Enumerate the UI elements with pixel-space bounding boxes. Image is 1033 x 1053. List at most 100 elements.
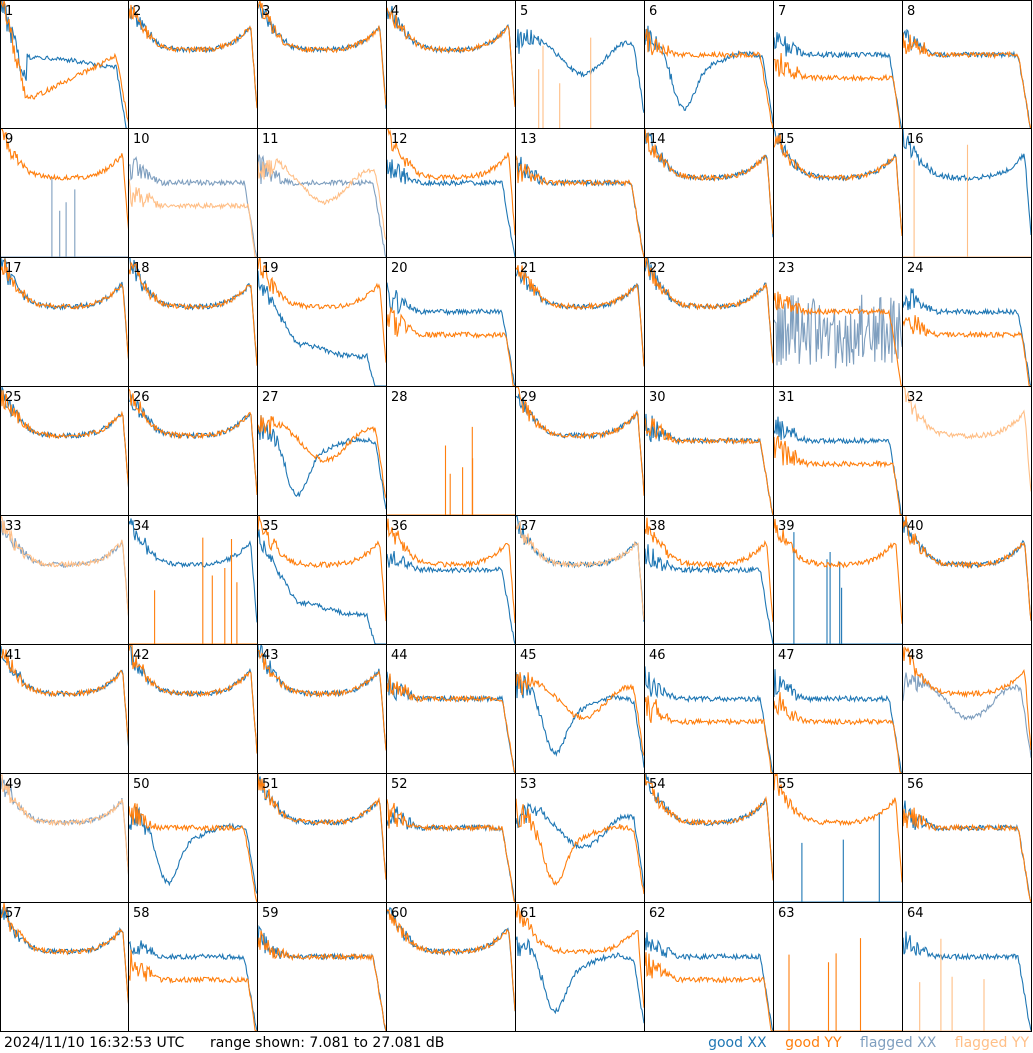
panel-plot: [387, 906, 515, 1012]
panel-plot: [774, 669, 902, 773]
panel-18: 18: [129, 258, 258, 387]
series-yy-flagged: [903, 938, 1031, 1031]
panel-plot: [774, 416, 902, 515]
panel-plot: [774, 938, 902, 1031]
panel-number: 45: [520, 648, 537, 663]
panel-3: 3: [258, 0, 387, 129]
footer: 2024/11/10 16:32:53 UTC range shown: 7.0…: [0, 1033, 1033, 1053]
series-yy-good: [1, 1, 128, 123]
panel-number: 30: [649, 390, 666, 405]
panel-55: 55: [774, 774, 903, 903]
series-xx-good: [645, 413, 773, 515]
panel-number: 38: [649, 519, 666, 534]
panel-number: 24: [907, 261, 924, 276]
series-xx-good: [258, 529, 386, 644]
series-xx-good: [387, 282, 515, 386]
panel-46: 46: [645, 645, 774, 774]
panel-plot: [645, 517, 773, 644]
panel-number: 43: [262, 648, 279, 663]
range-shown: range shown: 7.081 to 27.081 dB: [210, 1035, 445, 1051]
panel-16: 16: [903, 129, 1032, 258]
panel-32: 32: [903, 387, 1032, 516]
panel-plot: [258, 154, 386, 257]
panel-number: 42: [133, 648, 150, 663]
panel-59: 59: [258, 903, 387, 1032]
series-xx-good: [903, 288, 1031, 386]
panel-number: 9: [5, 132, 14, 147]
series-xx-good: [903, 800, 1031, 902]
panel-21: 21: [516, 258, 645, 387]
panel-50: 50: [129, 774, 258, 903]
series-yy-good: [903, 645, 1031, 750]
panel-37: 37: [516, 516, 645, 645]
panel-number: 18: [133, 261, 150, 276]
timestamp: 2024/11/10 16:32:53 UTC: [4, 1035, 185, 1051]
panel-plot: [1, 387, 128, 488]
panel-35: 35: [258, 516, 387, 645]
series-xx-good: [258, 1, 386, 109]
panel-plot: [903, 28, 1031, 128]
series-yy-flagged: [1, 516, 128, 618]
panel-plot: [516, 798, 644, 895]
panel-plot: [129, 156, 257, 257]
series-xx-good: [516, 29, 644, 114]
series-xx-flagged: [258, 154, 386, 257]
series-yy-good: [774, 133, 902, 237]
panel-25: 25: [0, 387, 129, 516]
panel-number: 60: [391, 906, 408, 921]
panel-number: 16: [907, 132, 924, 147]
panel-number: 47: [778, 648, 795, 663]
series-xx-good: [645, 932, 773, 1031]
panel-number: 4: [391, 4, 400, 19]
panel-number: 8: [907, 4, 916, 19]
panel-20: 20: [387, 258, 516, 387]
panel-plot: [1, 1, 128, 128]
panel-plot: [516, 29, 644, 128]
series-yy-good: [645, 417, 773, 515]
panel-number: 12: [391, 132, 408, 147]
series-yy-good: [129, 4, 257, 109]
panel-63: 63: [774, 903, 903, 1032]
panel-23: 23: [774, 258, 903, 387]
panel-plot: [258, 516, 386, 644]
panel-plot: [516, 155, 644, 257]
series-xx-good: [387, 159, 515, 257]
panel-plot: [1, 903, 128, 1005]
panel-number: 33: [5, 519, 22, 534]
panel-plot: [1, 516, 128, 618]
series-xx-good: [774, 32, 902, 128]
panel-number: 57: [5, 906, 22, 921]
panel-49: 49: [0, 774, 129, 903]
series-xx-flagged: [1, 520, 128, 616]
panel-22: 22: [645, 258, 774, 387]
panel-62: 62: [645, 903, 774, 1032]
series-xx-good: [258, 924, 386, 1031]
panel-plot: [516, 265, 644, 367]
panel-30: 30: [645, 387, 774, 516]
panel-number: 26: [133, 390, 150, 405]
panel-plot: [387, 129, 515, 257]
panel-plot: [129, 940, 257, 1031]
panel-11: 11: [258, 129, 387, 258]
panel-10: 10: [129, 129, 258, 258]
panel-number: 3: [262, 4, 271, 19]
series-yy-flagged: [1, 774, 128, 875]
panel-plot: [387, 671, 515, 773]
panel-12: 12: [387, 129, 516, 258]
series-xx-good: [903, 28, 1031, 128]
series-yy-good: [258, 1, 386, 106]
series-xx-good: [129, 518, 257, 623]
panel-56: 56: [903, 774, 1032, 903]
panel-plot: [129, 388, 257, 496]
series-yy-good: [129, 803, 257, 902]
series-yy-good: [903, 807, 1031, 902]
series-yy-good: [903, 315, 1031, 386]
series-xx-good: [645, 25, 773, 124]
series-yy-good: [387, 129, 515, 236]
series-yy-good: [387, 426, 515, 515]
series-xx-good: [258, 270, 386, 386]
panel-15: 15: [774, 129, 903, 258]
panel-number: 50: [133, 777, 150, 792]
panel-40: 40: [903, 516, 1032, 645]
panel-34: 34: [129, 516, 258, 645]
